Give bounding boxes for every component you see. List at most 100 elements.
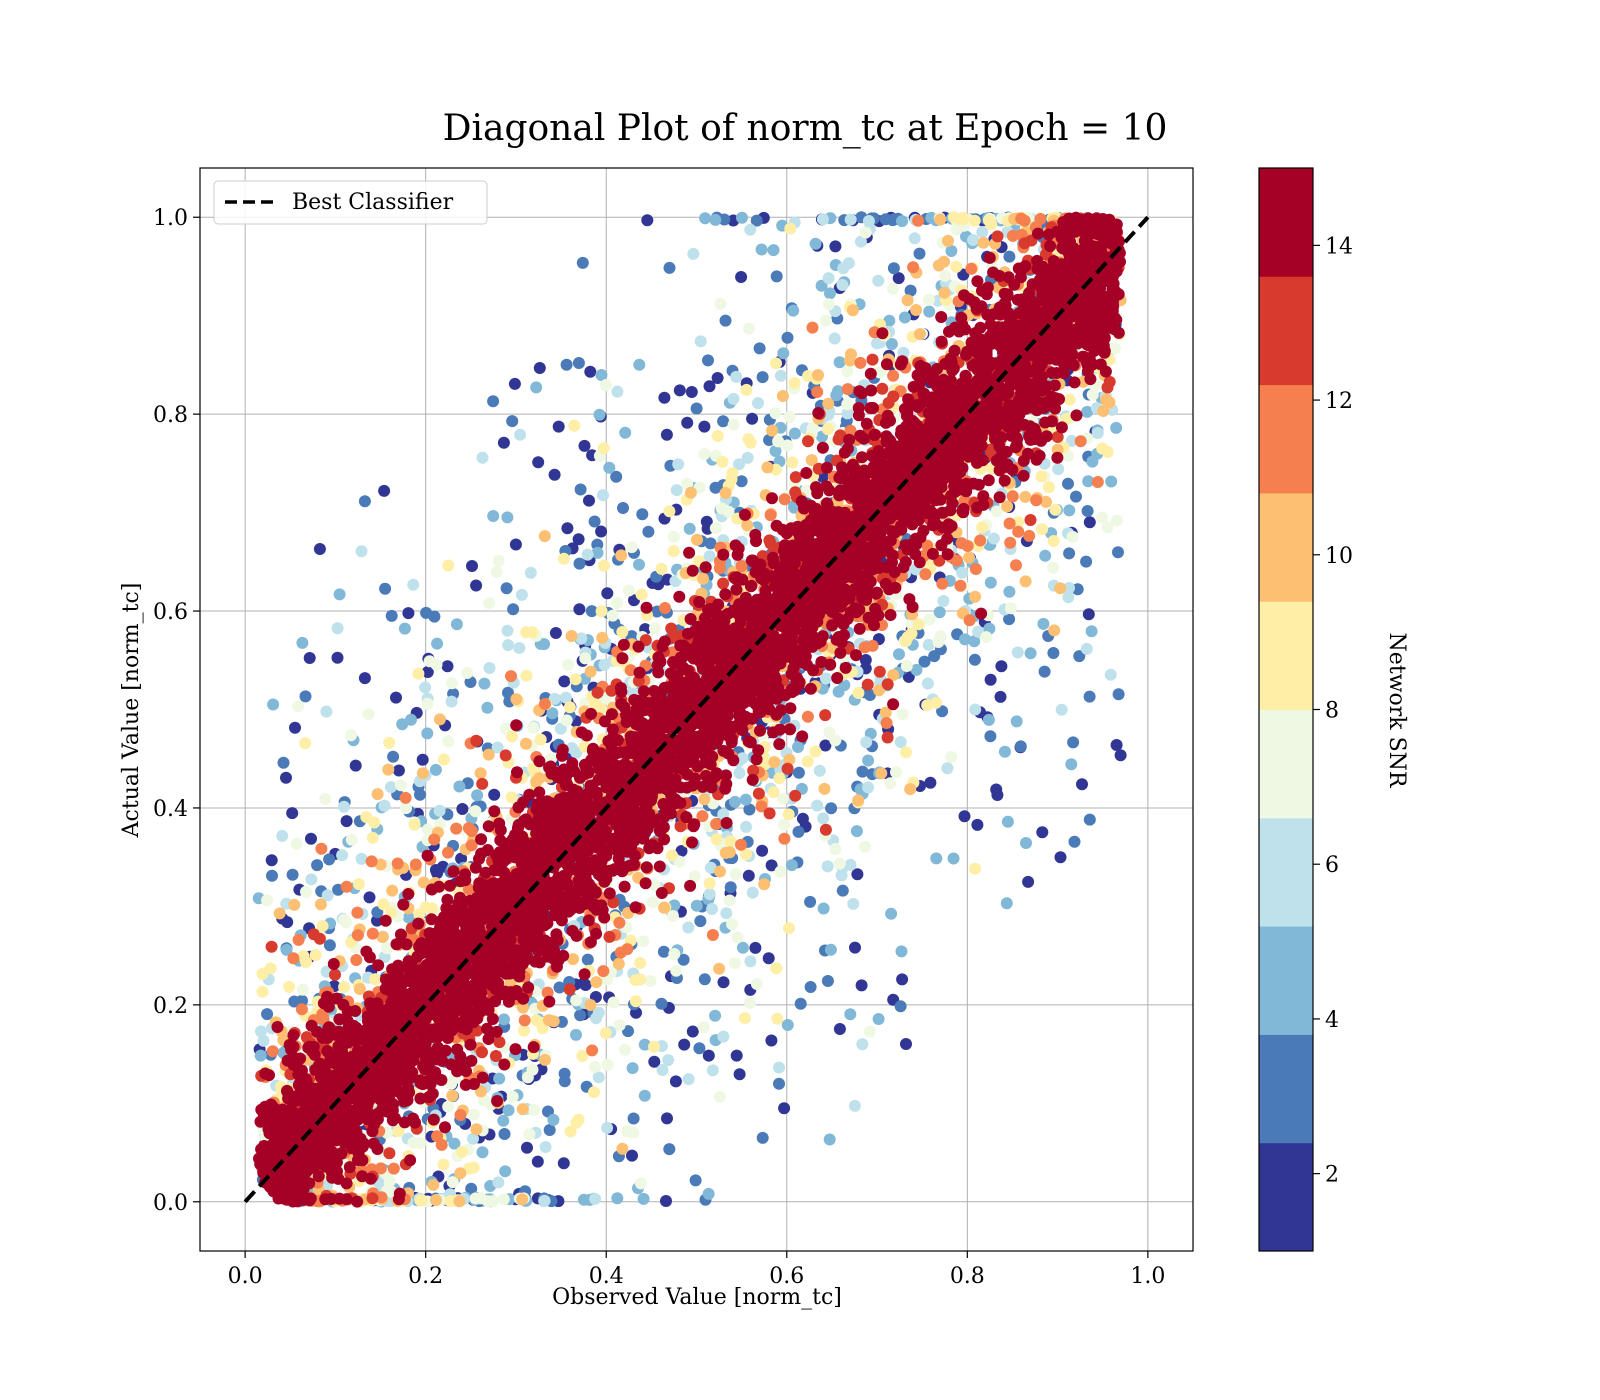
scatter-point	[1036, 826, 1049, 839]
scatter-point	[1110, 514, 1123, 527]
scatter-point	[464, 676, 477, 688]
scatter-point	[957, 211, 970, 224]
scatter-point	[409, 858, 422, 871]
scatter-point	[1063, 393, 1076, 406]
scatter-point	[505, 670, 517, 683]
scatter-point	[744, 955, 757, 968]
scatter-point	[766, 424, 779, 437]
scatter-point	[378, 799, 391, 812]
scatter-point	[983, 251, 996, 264]
scatter-point	[333, 588, 346, 601]
scatter-point	[372, 959, 385, 972]
scatter-point	[585, 707, 597, 720]
scatter-point	[1082, 608, 1095, 621]
scatter-point	[854, 235, 867, 248]
scatter-point	[588, 515, 601, 528]
scatter-point	[1003, 585, 1016, 598]
scatter-point	[696, 780, 709, 793]
scatter-point	[685, 386, 698, 398]
scatter-point	[1014, 740, 1027, 753]
scatter-point	[926, 547, 939, 560]
scatter-point	[851, 868, 864, 881]
scatter-point	[573, 603, 586, 616]
scatter-point	[520, 737, 532, 750]
scatter-point	[516, 1001, 529, 1014]
scatter-point	[499, 1165, 512, 1178]
scatter-point	[922, 638, 935, 651]
scatter-point	[552, 420, 565, 433]
scatter-point	[530, 775, 543, 788]
scatter-point	[896, 215, 908, 228]
scatter-point	[829, 734, 842, 747]
scatter-point	[667, 545, 680, 558]
scatter-point	[607, 996, 620, 1009]
scatter-point	[923, 305, 936, 318]
scatter-point	[261, 894, 274, 907]
scatter-point	[928, 650, 941, 663]
scatter-point	[581, 953, 594, 966]
scatter-point	[644, 975, 657, 987]
scatter-point	[806, 321, 819, 334]
scatter-point	[675, 845, 688, 857]
scatter-point	[648, 622, 661, 635]
scatter-point	[572, 357, 585, 369]
scatter-point	[626, 1062, 639, 1075]
scatter-point	[984, 673, 997, 686]
scatter-point	[744, 997, 756, 1009]
scatter-point	[984, 730, 997, 743]
scatter-point	[820, 672, 832, 685]
scatter-point	[448, 1137, 461, 1150]
scatter-point	[584, 999, 597, 1011]
scatter-point	[735, 475, 748, 488]
scatter-point	[1001, 500, 1014, 513]
scatter-point	[693, 1042, 706, 1055]
scatter-point	[755, 243, 768, 256]
scatter-point	[767, 244, 780, 257]
scatter-point	[994, 690, 1007, 703]
scatter-point	[416, 767, 429, 780]
scatter-point	[526, 626, 539, 639]
scatter-point	[329, 968, 341, 981]
scatter-point	[419, 681, 432, 694]
scatter-point	[536, 1022, 549, 1035]
scatter-point	[600, 379, 612, 391]
scatter-point	[603, 930, 616, 943]
scatter-point	[340, 916, 353, 929]
scatter-point	[910, 304, 923, 316]
scatter-point	[945, 751, 958, 763]
scatter-point	[429, 763, 442, 776]
scatter-point	[1051, 431, 1064, 443]
scatter-point	[698, 420, 711, 433]
scatter-point	[736, 941, 749, 954]
scatter-point	[900, 1038, 912, 1050]
scatter-point	[816, 441, 829, 454]
scatter-point	[319, 793, 332, 805]
scatter-point	[788, 377, 801, 390]
scatter-point	[744, 736, 757, 749]
scatter-point	[254, 1049, 267, 1062]
scatter-point	[1073, 650, 1086, 663]
scatter-point	[593, 408, 606, 421]
scatter-point	[441, 660, 454, 673]
scatter-point	[887, 390, 900, 403]
scatter-point	[585, 605, 598, 618]
scatter-point	[974, 534, 987, 547]
scatter-point	[755, 800, 768, 813]
scatter-point	[902, 670, 915, 683]
scatter-point	[821, 975, 834, 987]
scatter-point	[863, 1025, 876, 1038]
scatter-point	[784, 723, 796, 736]
scatter-point	[956, 566, 969, 579]
scatter-point	[360, 811, 373, 823]
scatter-point	[873, 684, 886, 697]
scatter-point	[765, 1034, 778, 1047]
scatter-point	[818, 782, 831, 795]
scatter-point	[898, 311, 911, 324]
scatter-point	[861, 678, 874, 691]
scatter-point	[833, 857, 846, 870]
scatter-point	[1055, 703, 1068, 716]
scatter-point	[976, 226, 989, 238]
scatter-point	[980, 631, 993, 644]
scatter-point	[773, 772, 786, 785]
scatter-point	[379, 582, 392, 595]
